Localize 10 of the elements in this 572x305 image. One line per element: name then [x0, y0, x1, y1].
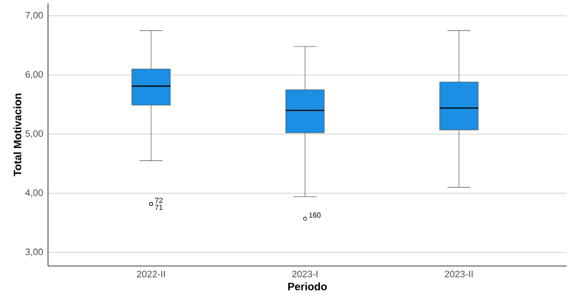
y-tick-label: 7,00: [26, 12, 43, 20]
y-tick-label: 4,00: [25, 189, 43, 198]
y-axis-title: Total Motivacion: [13, 94, 22, 176]
x-tick-label: 2023-II: [444, 270, 473, 278]
y-tick-label: 3,00: [25, 248, 43, 256]
y-tick-label: 6,00: [26, 71, 43, 79]
y-tick-label: 5,00: [26, 130, 43, 138]
x-tick-label: 2023-I: [292, 270, 318, 278]
x-tick-label: 2022-II: [137, 270, 165, 278]
x-axis-title: Periodo: [288, 282, 327, 290]
